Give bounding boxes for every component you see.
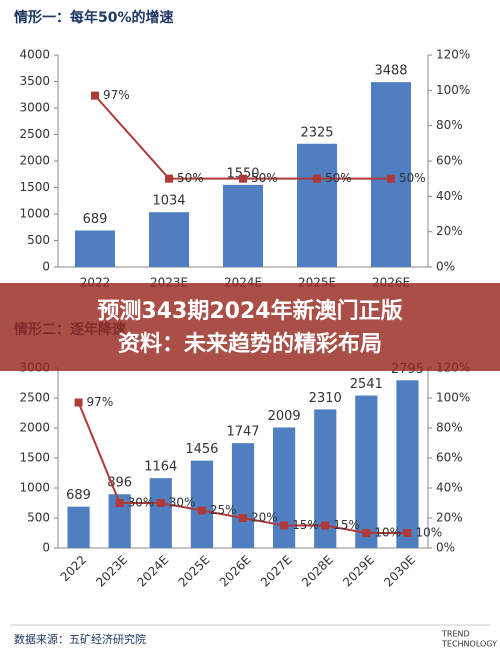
y-tick-label: 500 bbox=[27, 233, 50, 247]
y2-tick-label: 40% bbox=[436, 189, 463, 203]
y2-tick-label: 100% bbox=[436, 83, 470, 97]
bar-label: 2009 bbox=[268, 409, 301, 424]
line-marker bbox=[165, 174, 173, 183]
bar bbox=[396, 380, 419, 548]
banner-line: 预测343期2024年新澳门正版 bbox=[97, 298, 402, 324]
line-label: 20% bbox=[251, 511, 278, 525]
bar-label: 1747 bbox=[226, 425, 259, 440]
bar-label: 2325 bbox=[300, 125, 333, 140]
bar bbox=[67, 506, 90, 548]
line-marker bbox=[313, 174, 321, 183]
y-tick-label: 2500 bbox=[19, 127, 50, 141]
line-label: 97% bbox=[103, 88, 130, 102]
brand: TREND bbox=[441, 630, 470, 639]
bar-label: 689 bbox=[83, 212, 108, 227]
line-marker bbox=[197, 506, 206, 515]
y-tick-label: 2000 bbox=[19, 154, 50, 168]
y2-tick-label: 0% bbox=[436, 541, 455, 555]
y-tick-label: 1000 bbox=[19, 481, 50, 495]
bar-label: 689 bbox=[66, 488, 91, 503]
bar bbox=[223, 184, 263, 267]
bar-label: 2310 bbox=[309, 391, 342, 406]
bar bbox=[149, 478, 172, 548]
y-tick-label: 1000 bbox=[19, 207, 50, 221]
line-label: 15% bbox=[292, 518, 319, 532]
bar-label: 1034 bbox=[152, 194, 185, 209]
bar bbox=[273, 427, 296, 548]
bar bbox=[75, 230, 115, 267]
y2-tick-label: 20% bbox=[436, 224, 463, 238]
y2-tick-label: 120% bbox=[436, 48, 470, 62]
line-marker bbox=[362, 529, 371, 537]
line-marker bbox=[91, 91, 99, 100]
y-tick-label: 1500 bbox=[19, 180, 50, 194]
y2-tick-label: 20% bbox=[436, 511, 463, 525]
line-label: 50% bbox=[177, 171, 204, 185]
line-label: 50% bbox=[399, 171, 426, 185]
y-tick-label: 3000 bbox=[19, 101, 50, 115]
line-marker bbox=[403, 529, 412, 537]
y2-tick-label: 0% bbox=[436, 260, 455, 274]
bar-label: 1164 bbox=[144, 460, 177, 475]
bar bbox=[231, 443, 255, 548]
bar bbox=[297, 143, 337, 267]
line-marker bbox=[321, 521, 330, 530]
y2-tick-label: 60% bbox=[436, 154, 463, 168]
line-label: 50% bbox=[251, 171, 278, 185]
footer: 数据来源：五矿经济研究院 TREND TECHNOLOGY bbox=[10, 624, 497, 649]
y2-tick-label: 80% bbox=[436, 118, 463, 132]
bar-label: 2541 bbox=[350, 377, 383, 392]
y2-tick-label: 100% bbox=[436, 391, 470, 405]
y-tick-label: 4000 bbox=[19, 48, 50, 62]
y-tick-label: 0 bbox=[42, 541, 50, 555]
y-tick-label: 2000 bbox=[19, 421, 50, 435]
banner-line: 资料：未来趋势的精彩布局 bbox=[118, 331, 382, 357]
bar-label: 1550 bbox=[226, 166, 259, 181]
brand: TECHNOLOGY bbox=[441, 640, 497, 649]
bar bbox=[371, 82, 411, 267]
line-marker bbox=[115, 499, 124, 507]
line-label: 30% bbox=[128, 496, 155, 510]
y-tick-label: 2500 bbox=[19, 391, 50, 405]
source: 数据来源：五矿经济研究院 bbox=[14, 632, 146, 646]
bar bbox=[149, 212, 189, 267]
y2-tick-label: 80% bbox=[436, 421, 463, 435]
chart-title: 情形一：每年50%的增速 bbox=[14, 9, 174, 26]
y-tick-label: 500 bbox=[27, 511, 50, 525]
line-label: 30% bbox=[169, 496, 196, 510]
y-tick-label: 1500 bbox=[19, 451, 50, 465]
line-label: 97% bbox=[87, 395, 114, 409]
bar bbox=[190, 460, 213, 548]
line-marker bbox=[239, 514, 247, 522]
y2-tick-label: 40% bbox=[436, 481, 463, 495]
line-marker bbox=[74, 398, 83, 407]
y-tick-label: 0 bbox=[42, 260, 50, 274]
line-label: 15% bbox=[333, 518, 360, 532]
line-label: 50% bbox=[325, 171, 352, 185]
line-marker bbox=[239, 174, 247, 183]
y-tick-label: 3500 bbox=[19, 74, 50, 88]
bar-label: 3488 bbox=[374, 64, 407, 79]
banner-bg bbox=[0, 283, 500, 371]
y2-tick-label: 60% bbox=[436, 451, 463, 465]
bar bbox=[108, 494, 131, 548]
line-marker bbox=[156, 499, 165, 507]
bar bbox=[314, 409, 337, 548]
line-label: 10% bbox=[374, 526, 401, 540]
line-label: 10% bbox=[415, 526, 442, 540]
line-label: 25% bbox=[210, 503, 237, 517]
bar-label: 1456 bbox=[185, 442, 218, 457]
line-marker bbox=[280, 521, 289, 530]
banner: 预测343期2024年新澳门正版 资料：未来趋势的精彩布局 bbox=[0, 283, 500, 371]
bar bbox=[355, 395, 378, 548]
line-marker bbox=[387, 174, 395, 183]
